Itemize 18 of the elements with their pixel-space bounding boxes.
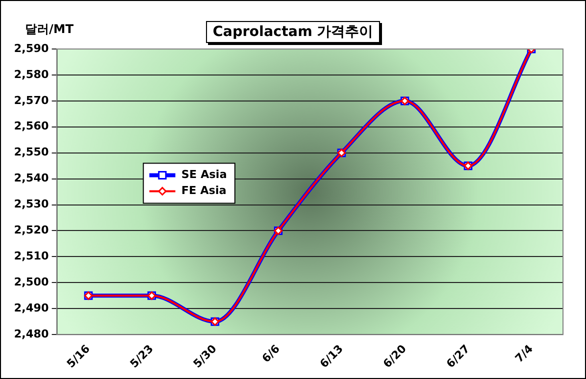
y-tick-label: 2,550 [14, 146, 50, 159]
legend-label: FE Asia [181, 184, 226, 198]
y-tick-label: 2,540 [14, 172, 50, 185]
y-tick-label: 2,570 [14, 94, 50, 107]
x-tick-label: 7/4 [512, 342, 536, 366]
y-tick-label: 2,490 [14, 301, 50, 314]
chart-title: Caprolactam 가격추이 [206, 21, 380, 43]
y-tick-label: 2,590 [14, 42, 50, 55]
y-tick-label: 2,580 [14, 68, 50, 81]
y-tick-label: 2,520 [14, 224, 50, 237]
y-tick-label: 2,530 [14, 198, 50, 211]
y-tick-label: 2,500 [14, 276, 50, 289]
legend-label: SE Asia [181, 168, 227, 182]
y-axis-title: 달러/MT [25, 21, 74, 38]
y-tick-label: 2,480 [14, 327, 50, 340]
y-tick-label: 2,560 [14, 120, 50, 133]
x-tick-label: 6/6 [260, 342, 283, 366]
y-tick-label: 2,510 [14, 250, 50, 263]
